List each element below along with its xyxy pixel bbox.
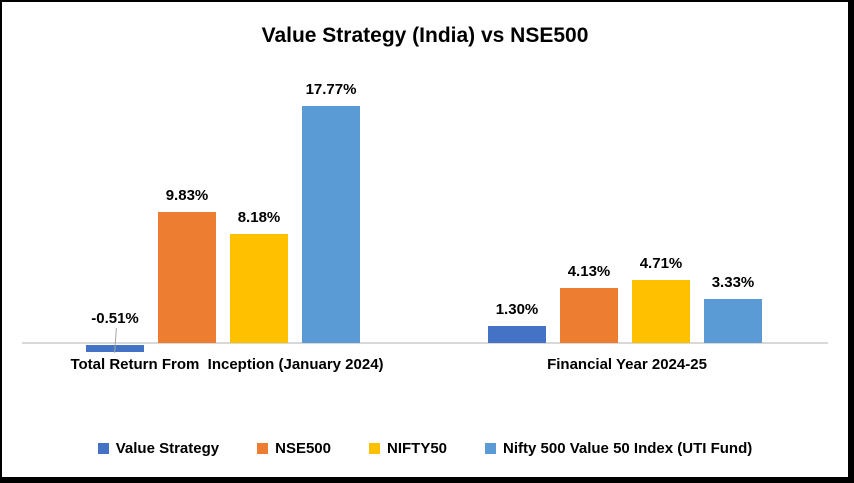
bar-data-label: 9.83% xyxy=(165,187,209,204)
bar-data-label: 17.77% xyxy=(305,81,357,98)
legend-item-nse500: NSE500 xyxy=(257,440,331,457)
bar-nifty-500-value-50-index-uti-fund xyxy=(704,299,762,343)
legend-item-nifty-500-value-50-index-uti-fund: Nifty 500 Value 50 Index (UTI Fund) xyxy=(485,440,752,457)
legend-swatch-icon xyxy=(257,443,269,454)
legend-swatch-icon xyxy=(97,443,109,454)
bar-data-label: -0.51% xyxy=(91,310,139,327)
bar-data-label: 1.30% xyxy=(495,301,539,318)
bar-nse500 xyxy=(158,212,216,343)
legend: Value Strategy NSE500 NIFTY50 Nifty 500 Val… xyxy=(2,440,848,457)
legend-label: Nifty 500 Value 50 Index (UTI Fund) xyxy=(503,440,753,457)
chart-inner: Value Strategy (India) vs NSE500 -0.51% 1… xyxy=(2,2,848,477)
bar-data-label: 3.33% xyxy=(711,274,755,291)
bar-data-label: 4.71% xyxy=(639,255,683,272)
bar-nse500 xyxy=(560,288,618,343)
category-label-inception: Total Return From Inception (January 202… xyxy=(70,356,384,373)
x-axis-line xyxy=(22,342,828,344)
legend-label: NIFTY50 xyxy=(387,440,448,457)
category-label-fy: Financial Year 2024-25 xyxy=(547,356,707,373)
chart-title: Value Strategy (India) vs NSE500 xyxy=(261,24,589,47)
bar-data-label: 8.18% xyxy=(237,209,281,226)
legend-swatch-icon xyxy=(485,443,497,454)
bar-nifty50 xyxy=(230,234,288,343)
bar-nifty-500-value-50-index-uti-fund xyxy=(302,106,360,343)
legend-swatch-icon xyxy=(369,443,380,454)
legend-label: Value Strategy xyxy=(115,440,220,457)
legend-item-nifty50: NIFTY50 xyxy=(369,440,447,457)
legend-label: NSE500 xyxy=(275,440,331,457)
bar-data-label: 4.13% xyxy=(567,263,611,280)
legend-item-value-strategy: Value Strategy xyxy=(97,440,220,457)
bar-nifty50 xyxy=(632,280,690,343)
bar-value-strategy xyxy=(488,326,546,343)
